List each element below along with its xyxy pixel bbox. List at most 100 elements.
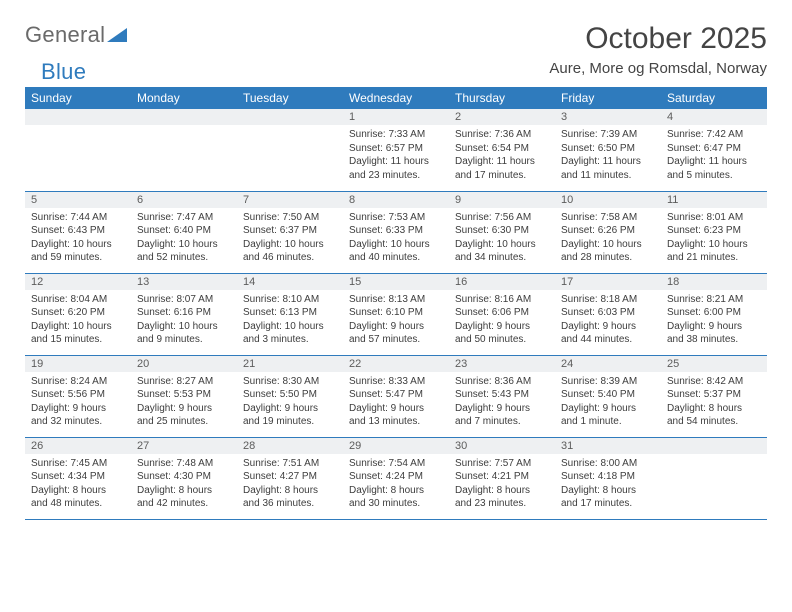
day-info: Sunrise: 7:51 AMSunset: 4:27 PMDaylight:… xyxy=(237,454,343,515)
day-number-empty xyxy=(661,438,767,454)
calendar-day-cell: 24Sunrise: 8:39 AMSunset: 5:40 PMDayligh… xyxy=(555,355,661,437)
sunrise-text: Sunrise: 8:39 AM xyxy=(561,375,655,389)
sunrise-text: Sunrise: 8:01 AM xyxy=(667,211,761,225)
sunrise-text: Sunrise: 7:53 AM xyxy=(349,211,443,225)
day-info: Sunrise: 7:56 AMSunset: 6:30 PMDaylight:… xyxy=(449,208,555,269)
sunset-text: Sunset: 6:43 PM xyxy=(31,224,125,238)
daylight-text: Daylight: 11 hours and 11 minutes. xyxy=(561,155,655,182)
day-info: Sunrise: 7:58 AMSunset: 6:26 PMDaylight:… xyxy=(555,208,661,269)
calendar-day-cell: 11Sunrise: 8:01 AMSunset: 6:23 PMDayligh… xyxy=(661,191,767,273)
calendar-week-row: 12Sunrise: 8:04 AMSunset: 6:20 PMDayligh… xyxy=(25,273,767,355)
sunrise-text: Sunrise: 8:10 AM xyxy=(243,293,337,307)
day-number: 11 xyxy=(661,192,767,208)
day-info: Sunrise: 8:24 AMSunset: 5:56 PMDaylight:… xyxy=(25,372,131,433)
calendar-day-cell: 19Sunrise: 8:24 AMSunset: 5:56 PMDayligh… xyxy=(25,355,131,437)
daylight-text: Daylight: 8 hours and 36 minutes. xyxy=(243,484,337,511)
day-info: Sunrise: 7:53 AMSunset: 6:33 PMDaylight:… xyxy=(343,208,449,269)
logo-text-part2: Blue xyxy=(41,59,86,85)
calendar-day-cell: 31Sunrise: 8:00 AMSunset: 4:18 PMDayligh… xyxy=(555,437,661,519)
day-info: Sunrise: 8:16 AMSunset: 6:06 PMDaylight:… xyxy=(449,290,555,351)
day-number: 30 xyxy=(449,438,555,454)
sunrise-text: Sunrise: 7:56 AM xyxy=(455,211,549,225)
weekday-header: Saturday xyxy=(661,87,767,109)
sunset-text: Sunset: 4:24 PM xyxy=(349,470,443,484)
sunrise-text: Sunrise: 8:00 AM xyxy=(561,457,655,471)
day-info: Sunrise: 8:42 AMSunset: 5:37 PMDaylight:… xyxy=(661,372,767,433)
calendar-day-cell: 29Sunrise: 7:54 AMSunset: 4:24 PMDayligh… xyxy=(343,437,449,519)
sunset-text: Sunset: 6:06 PM xyxy=(455,306,549,320)
day-number: 27 xyxy=(131,438,237,454)
day-number-empty xyxy=(131,109,237,125)
sunrise-text: Sunrise: 8:04 AM xyxy=(31,293,125,307)
day-number: 4 xyxy=(661,109,767,125)
day-number: 1 xyxy=(343,109,449,125)
weekday-header: Tuesday xyxy=(237,87,343,109)
day-info: Sunrise: 7:54 AMSunset: 4:24 PMDaylight:… xyxy=(343,454,449,515)
day-info: Sunrise: 7:42 AMSunset: 6:47 PMDaylight:… xyxy=(661,125,767,186)
sunset-text: Sunset: 6:20 PM xyxy=(31,306,125,320)
calendar-day-cell: 23Sunrise: 8:36 AMSunset: 5:43 PMDayligh… xyxy=(449,355,555,437)
day-number: 6 xyxy=(131,192,237,208)
sunrise-text: Sunrise: 7:42 AM xyxy=(667,128,761,142)
sunrise-text: Sunrise: 8:27 AM xyxy=(137,375,231,389)
calendar-day-cell: 21Sunrise: 8:30 AMSunset: 5:50 PMDayligh… xyxy=(237,355,343,437)
day-info: Sunrise: 8:30 AMSunset: 5:50 PMDaylight:… xyxy=(237,372,343,433)
sunrise-text: Sunrise: 8:18 AM xyxy=(561,293,655,307)
daylight-text: Daylight: 11 hours and 23 minutes. xyxy=(349,155,443,182)
day-number: 21 xyxy=(237,356,343,372)
calendar-day-cell: 8Sunrise: 7:53 AMSunset: 6:33 PMDaylight… xyxy=(343,191,449,273)
calendar-day-cell: 9Sunrise: 7:56 AMSunset: 6:30 PMDaylight… xyxy=(449,191,555,273)
day-number-empty xyxy=(25,109,131,125)
daylight-text: Daylight: 9 hours and 38 minutes. xyxy=(667,320,761,347)
calendar-page: General October 2025 Aure, More og Romsd… xyxy=(0,0,792,520)
day-number: 5 xyxy=(25,192,131,208)
day-number: 8 xyxy=(343,192,449,208)
sunset-text: Sunset: 6:03 PM xyxy=(561,306,655,320)
calendar-header-row: Sunday Monday Tuesday Wednesday Thursday… xyxy=(25,87,767,109)
day-number: 20 xyxy=(131,356,237,372)
day-number: 31 xyxy=(555,438,661,454)
daylight-text: Daylight: 10 hours and 3 minutes. xyxy=(243,320,337,347)
day-info: Sunrise: 7:47 AMSunset: 6:40 PMDaylight:… xyxy=(131,208,237,269)
sunrise-text: Sunrise: 7:44 AM xyxy=(31,211,125,225)
calendar-day-cell xyxy=(25,109,131,191)
calendar-week-row: 5Sunrise: 7:44 AMSunset: 6:43 PMDaylight… xyxy=(25,191,767,273)
calendar-day-cell: 26Sunrise: 7:45 AMSunset: 4:34 PMDayligh… xyxy=(25,437,131,519)
calendar-body: 1Sunrise: 7:33 AMSunset: 6:57 PMDaylight… xyxy=(25,109,767,519)
day-number: 9 xyxy=(449,192,555,208)
day-info: Sunrise: 7:44 AMSunset: 6:43 PMDaylight:… xyxy=(25,208,131,269)
day-info: Sunrise: 7:33 AMSunset: 6:57 PMDaylight:… xyxy=(343,125,449,186)
day-number: 18 xyxy=(661,274,767,290)
sunset-text: Sunset: 5:50 PM xyxy=(243,388,337,402)
daylight-text: Daylight: 9 hours and 25 minutes. xyxy=(137,402,231,429)
sunrise-text: Sunrise: 7:57 AM xyxy=(455,457,549,471)
day-number: 26 xyxy=(25,438,131,454)
day-info: Sunrise: 8:18 AMSunset: 6:03 PMDaylight:… xyxy=(555,290,661,351)
sunset-text: Sunset: 5:43 PM xyxy=(455,388,549,402)
sunrise-text: Sunrise: 7:47 AM xyxy=(137,211,231,225)
sunrise-text: Sunrise: 7:33 AM xyxy=(349,128,443,142)
sunset-text: Sunset: 4:34 PM xyxy=(31,470,125,484)
daylight-text: Daylight: 10 hours and 28 minutes. xyxy=(561,238,655,265)
header: General October 2025 Aure, More og Romsd… xyxy=(25,22,767,77)
day-number: 15 xyxy=(343,274,449,290)
sunset-text: Sunset: 5:56 PM xyxy=(31,388,125,402)
day-number: 19 xyxy=(25,356,131,372)
sunset-text: Sunset: 5:37 PM xyxy=(667,388,761,402)
day-number: 24 xyxy=(555,356,661,372)
day-info: Sunrise: 8:10 AMSunset: 6:13 PMDaylight:… xyxy=(237,290,343,351)
sunset-text: Sunset: 6:54 PM xyxy=(455,142,549,156)
day-info: Sunrise: 7:45 AMSunset: 4:34 PMDaylight:… xyxy=(25,454,131,515)
sunrise-text: Sunrise: 7:45 AM xyxy=(31,457,125,471)
daylight-text: Daylight: 9 hours and 50 minutes. xyxy=(455,320,549,347)
calendar-day-cell: 25Sunrise: 8:42 AMSunset: 5:37 PMDayligh… xyxy=(661,355,767,437)
day-number: 29 xyxy=(343,438,449,454)
daylight-text: Daylight: 9 hours and 19 minutes. xyxy=(243,402,337,429)
day-info: Sunrise: 8:04 AMSunset: 6:20 PMDaylight:… xyxy=(25,290,131,351)
calendar-day-cell: 16Sunrise: 8:16 AMSunset: 6:06 PMDayligh… xyxy=(449,273,555,355)
day-info: Sunrise: 8:27 AMSunset: 5:53 PMDaylight:… xyxy=(131,372,237,433)
day-info: Sunrise: 7:39 AMSunset: 6:50 PMDaylight:… xyxy=(555,125,661,186)
daylight-text: Daylight: 10 hours and 34 minutes. xyxy=(455,238,549,265)
calendar-day-cell: 13Sunrise: 8:07 AMSunset: 6:16 PMDayligh… xyxy=(131,273,237,355)
daylight-text: Daylight: 9 hours and 1 minute. xyxy=(561,402,655,429)
